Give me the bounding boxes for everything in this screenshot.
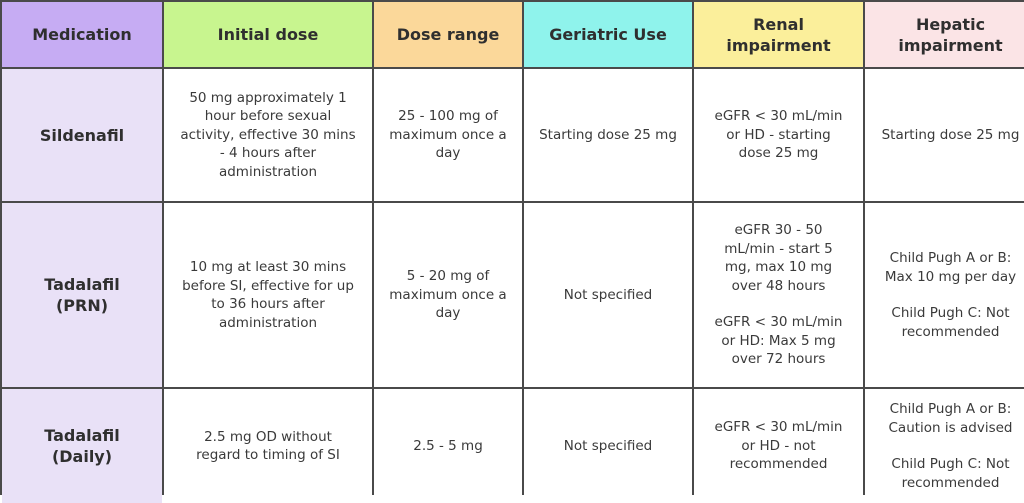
cell-text: eGFR < 30 mL/min or HD - starting dose 2… — [714, 108, 843, 162]
cell-text: 2.5 - 5 mg — [413, 437, 483, 454]
cell-renal: eGFR < 30 mL/min or HD - not recommended — [694, 389, 863, 503]
header-label: Geriatric Use — [549, 25, 667, 44]
cell-text: Child Pugh C: Not recommended — [891, 305, 1010, 340]
hepatic-stack: Child Pugh A or B: Caution is advised Ch… — [883, 400, 1018, 492]
cell-renal: eGFR < 30 mL/min or HD - starting dose 2… — [694, 69, 863, 201]
cell-initial-dose: 2.5 mg OD without regard to timing of SI — [164, 389, 372, 503]
cell-text: Child Pugh A or B: Max 10 mg per day — [884, 250, 1017, 285]
cell-text: Child Pugh C: Not recommended — [891, 456, 1010, 491]
cell-text: Starting dose 25 mg — [539, 126, 677, 143]
header-initial-dose: Initial dose — [164, 2, 372, 67]
header-renal: Renal impairment — [694, 2, 863, 67]
cell-text: 25 - 100 mg of maximum once a day — [389, 108, 507, 162]
header-medication: Medication — [2, 2, 162, 67]
cell-text: Not specified — [563, 286, 653, 303]
cell-text: Starting dose 25 mg — [881, 126, 1020, 143]
row-header-tadalafil-prn: Tadalafil (PRN) — [2, 203, 162, 387]
medication-name: Tadalafil (Daily) — [44, 426, 120, 466]
cell-text: eGFR < 30 mL/min or HD: Max 5 mg over 72… — [714, 314, 843, 368]
header-hepatic: Hepatic impairment — [865, 2, 1024, 67]
header-label: Initial dose — [217, 25, 319, 44]
cell-text: Child Pugh A or B: Caution is advised — [888, 401, 1013, 436]
cell-initial-dose: 50 mg approximately 1 hour before sexual… — [164, 69, 372, 201]
cell-geriatric-use: Not specified — [524, 389, 692, 503]
row-header-sildenafil: Sildenafil — [2, 69, 162, 201]
cell-hepatic: Child Pugh A or B: Max 10 mg per day Chi… — [865, 203, 1024, 387]
header-label: Medication — [32, 25, 132, 44]
cell-dose-range: 25 - 100 mg of maximum once a day — [374, 69, 522, 201]
header-label: Hepatic impairment — [898, 14, 1003, 55]
cell-initial-dose: 10 mg at least 30 mins before SI, effect… — [164, 203, 372, 387]
cell-text: eGFR 30 - 50 mL/min - start 5 mg, max 10… — [724, 222, 833, 294]
cell-dose-range: 2.5 - 5 mg — [374, 389, 522, 503]
header-label: Dose range — [396, 25, 500, 44]
cell-text: 10 mg at least 30 mins before SI, effect… — [182, 259, 354, 331]
row-header-tadalafil-daily: Tadalafil (Daily) — [2, 389, 162, 503]
medication-name: Tadalafil (PRN) — [44, 275, 120, 315]
renal-stack: eGFR 30 - 50 mL/min - start 5 mg, max 10… — [710, 221, 847, 369]
cell-text: 50 mg approximately 1 hour before sexual… — [180, 89, 356, 180]
cell-geriatric-use: Not specified — [524, 203, 692, 387]
header-geriatric-use: Geriatric Use — [524, 2, 692, 67]
cell-text: 2.5 mg OD without regard to timing of SI — [196, 428, 340, 464]
cell-text: eGFR < 30 mL/min or HD - not recommended — [714, 419, 843, 473]
hepatic-stack: Child Pugh A or B: Max 10 mg per day Chi… — [883, 249, 1018, 341]
header-label: Renal impairment — [726, 14, 831, 55]
cell-text: Not specified — [563, 437, 653, 454]
cell-dose-range: 5 - 20 mg of maximum once a day — [374, 203, 522, 387]
cell-text: 5 - 20 mg of maximum once a day — [389, 268, 507, 322]
medication-name: Sildenafil — [39, 125, 125, 145]
header-dose-range: Dose range — [374, 2, 522, 67]
cell-hepatic: Child Pugh A or B: Caution is advised Ch… — [865, 389, 1024, 503]
cell-renal: eGFR 30 - 50 mL/min - start 5 mg, max 10… — [694, 203, 863, 387]
cell-geriatric-use: Starting dose 25 mg — [524, 69, 692, 201]
cell-hepatic: Starting dose 25 mg — [865, 69, 1024, 201]
